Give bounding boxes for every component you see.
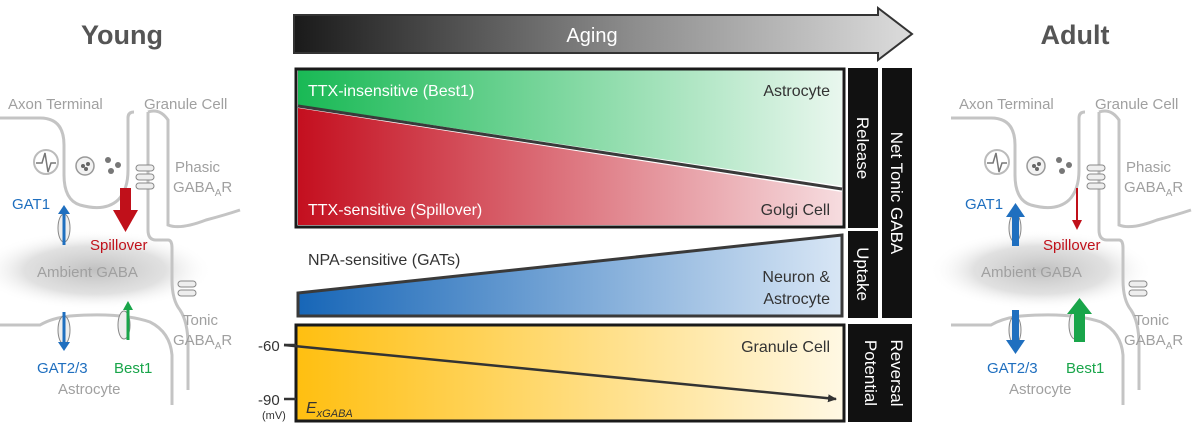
adult-gat1-label: GAT1 (965, 196, 1003, 213)
release-side-label: Release (853, 117, 872, 179)
adult-ambient-gaba-cloud (929, 230, 1153, 310)
adult-gat23-transporter-icon (1006, 310, 1025, 354)
ambient-gaba-cloud (0, 230, 213, 310)
adult-spillover-label: Spillover (1043, 237, 1101, 254)
adult-astrocyte-outline (951, 313, 1125, 405)
y-tick-neg60: -60 (258, 338, 280, 355)
reversal-side-label-2: Potential (861, 340, 880, 406)
release-astrocyte-label: Astrocyte (763, 83, 830, 100)
granule-cell-outline (146, 112, 190, 390)
gat1-transporter-icon (57, 205, 71, 245)
reversal-side-label-1: Reversal (887, 339, 906, 406)
adult-tonic-label: Tonic (1134, 312, 1170, 329)
adult-granule-dendrite-outline (1098, 109, 1192, 229)
adult-spillover-arrow-icon (1072, 188, 1082, 230)
neuron-astrocyte-label-2: Astrocyte (763, 291, 830, 308)
granule-dendrite-outline (147, 109, 241, 229)
young-ambient-label: Ambient GABA (37, 264, 138, 281)
adult-tonic-receptor-icon (1128, 280, 1148, 297)
young-astrocyte-label: Astrocyte (58, 381, 121, 398)
adult-phasic-receptor-icon (1086, 164, 1106, 190)
ttx-insensitive-wedge (298, 70, 842, 186)
release-bar (848, 68, 878, 228)
side-bars: Release Uptake Net Tonic GABA Reversal P… (848, 68, 912, 422)
uptake-panel: NPA-sensitive (GATs) Neuron & Astrocyte (296, 233, 844, 318)
adult-panel: Adult (929, 20, 1192, 405)
young-axon-label: Axon Terminal (8, 96, 103, 113)
release-panel: TTX-insensitive (Best1) Astrocyte TTX-se… (294, 67, 846, 229)
arrow-right-icon (293, 5, 914, 63)
adult-best1-channel-icon (1067, 298, 1092, 342)
adult-gat23-label: GAT2/3 (987, 360, 1038, 377)
reversal-panel: -60 -90 (mV) Granule Cell ExGABA (258, 323, 846, 423)
synaptic-vesicle-icon (75, 156, 121, 176)
adult-gat1-transporter-icon (1006, 203, 1025, 246)
adult-title: Adult (1041, 20, 1110, 50)
adult-granule-label: Granule Cell (1095, 96, 1178, 113)
phasic-receptor-icon (135, 164, 155, 190)
ttx-insensitive-label: TTX-insensitive (Best1) (308, 83, 474, 100)
ttx-sensitive-wedge (298, 108, 842, 225)
adult-action-potential-icon (984, 149, 1010, 175)
adult-axon-terminal-outline (951, 110, 1086, 210)
adult-astrocyte-label: Astrocyte (1009, 381, 1072, 398)
young-best1-label: Best1 (114, 360, 152, 377)
ttx-sensitive-label: TTX-sensitive (Spillover) (308, 202, 482, 219)
release-divider (297, 104, 843, 191)
young-granule-label: Granule Cell (144, 96, 227, 113)
uptake-bar (848, 231, 878, 318)
exgaba-trend-arrow (283, 343, 837, 403)
tonic-receptor-icon (177, 280, 197, 297)
adult-phasic-receptor-label: GABAAR (1124, 179, 1183, 199)
npa-sensitive-label: NPA-sensitive (GATs) (308, 252, 460, 269)
young-gat23-label: GAT2/3 (37, 360, 88, 377)
adult-ambient-label: Ambient GABA (981, 264, 1082, 281)
neuron-astrocyte-label-1: Neuron & (762, 269, 830, 286)
net-tonic-bar (882, 68, 912, 318)
adult-phasic-label: Phasic (1126, 159, 1172, 176)
young-tonic-receptor-label: GABAAR (173, 332, 232, 352)
aging-label: Aging (566, 25, 617, 47)
reversal-granule-label: Granule Cell (741, 339, 830, 356)
exgaba-label: ExGABA (306, 400, 353, 420)
uptake-side-label: Uptake (853, 247, 872, 301)
npa-sensitive-wedge (296, 233, 844, 318)
young-gat1-label: GAT1 (12, 196, 50, 213)
golgi-cell-label: Golgi Cell (761, 202, 830, 219)
young-title: Young (81, 20, 163, 50)
y-tick-neg90: -90 (258, 392, 280, 409)
axon-terminal-outline (0, 110, 135, 210)
adult-axon-label: Axon Terminal (959, 96, 1054, 113)
y-unit: (mV) (262, 410, 286, 422)
release-frame (294, 67, 846, 229)
net-tonic-side-label: Net Tonic GABA (887, 132, 906, 255)
young-phasic-label: Phasic (175, 159, 221, 176)
reversal-bar (848, 324, 912, 422)
action-potential-icon (33, 149, 59, 175)
young-panel: Young (0, 20, 241, 405)
gat23-transporter-icon (57, 312, 71, 351)
young-phasic-receptor-label: GABAAR (173, 179, 232, 199)
spillover-arrow-icon (113, 188, 138, 232)
aging-arrow: Aging (293, 5, 914, 63)
young-tonic-label: Tonic (183, 312, 219, 329)
young-spillover-label: Spillover (90, 237, 148, 254)
best1-channel-icon (117, 301, 133, 340)
adult-synaptic-vesicle-icon (1026, 156, 1072, 176)
adult-granule-cell-outline (1097, 112, 1141, 390)
astrocyte-outline (0, 313, 174, 405)
adult-best1-label: Best1 (1066, 360, 1104, 377)
adult-tonic-receptor-label: GABAAR (1124, 332, 1183, 352)
